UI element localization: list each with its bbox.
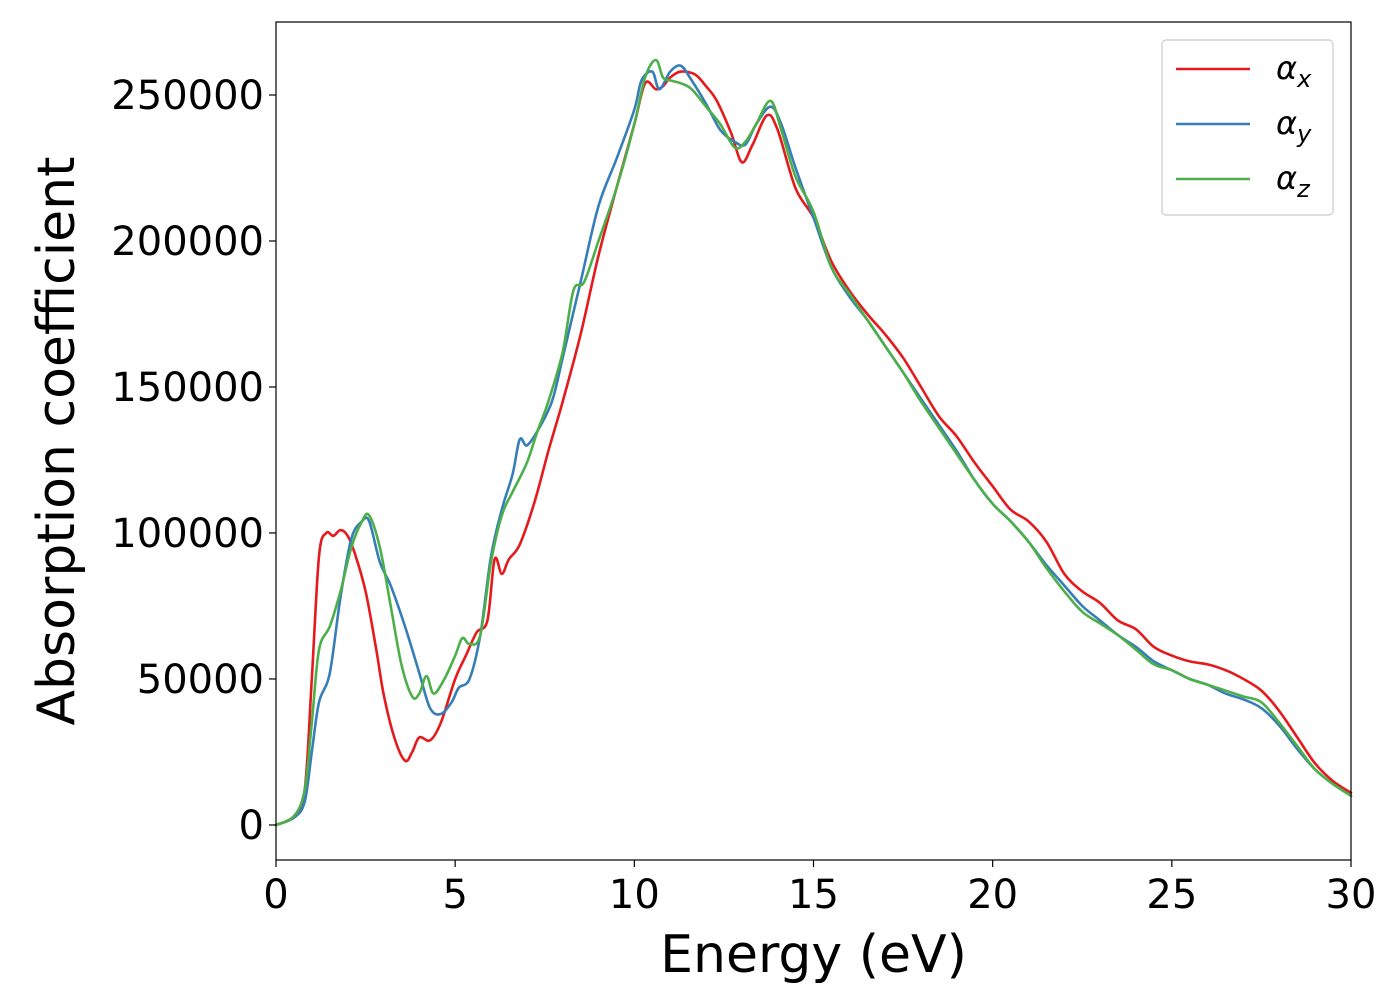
y-tick-label: 200000 [111, 219, 264, 265]
x-tick-label: 20 [967, 872, 1018, 918]
y-tick-label: 250000 [111, 73, 264, 119]
x-tick-label: 30 [1326, 872, 1377, 918]
y-tick-label: 50000 [137, 657, 264, 703]
x-tick-label: 5 [442, 872, 467, 918]
x-tick-label: 15 [788, 872, 839, 918]
series-lines [274, 58, 1353, 827]
y-tick-label: 150000 [111, 365, 264, 411]
x-tick-label: 0 [263, 872, 288, 918]
legend-box [1161, 39, 1334, 216]
y-axis-title: Absorption coefficient [27, 156, 87, 725]
y-axis-ticks: 0 50000 100000 150000 200000 250000 [111, 73, 276, 849]
y-tick-label: 100000 [111, 511, 264, 557]
series-line-alpha-z [274, 58, 1353, 827]
x-axis-title: Energy (eV) [660, 925, 967, 985]
x-tick-label: 10 [609, 872, 660, 918]
x-tick-label: 25 [1146, 872, 1197, 918]
y-tick-label: 0 [239, 803, 264, 849]
x-axis-ticks: 0 5 10 15 20 25 30 [263, 860, 1376, 918]
